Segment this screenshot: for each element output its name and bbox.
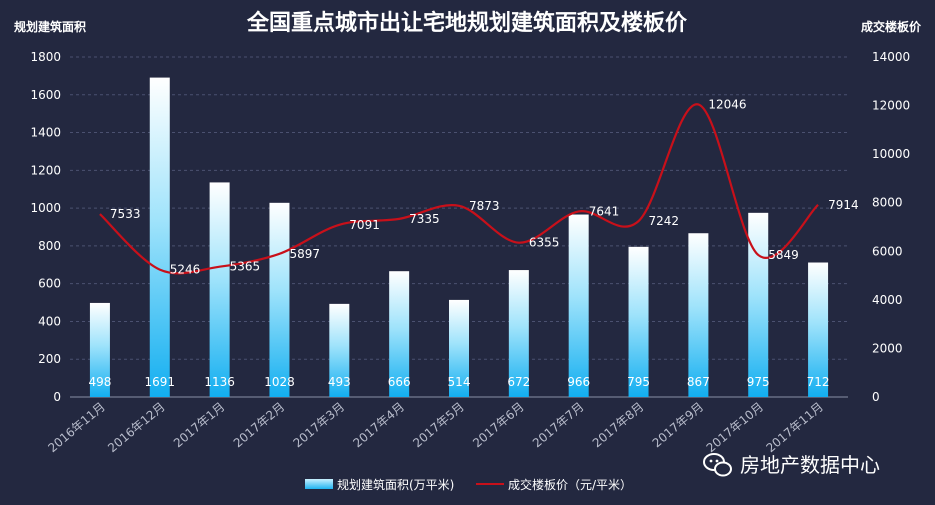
watermark-text: 房地产数据中心 — [740, 453, 880, 477]
x-tick-label: 2016年12月 — [105, 400, 167, 456]
bar-value-label: 666 — [388, 375, 411, 389]
left-axis-ticks: 0 200 400 600 800 1000 1200 1400 1600 1800 — [30, 50, 61, 404]
line-value-label: 7533 — [110, 207, 141, 221]
bar-value-label: 966 — [567, 375, 590, 389]
line-value-label: 5365 — [230, 260, 261, 274]
line-value-label: 7641 — [589, 204, 620, 218]
x-tick-label: 2017年4月 — [350, 400, 407, 451]
line-series — [99, 103, 819, 275]
line-value-label: 12046 — [708, 97, 746, 111]
chart-title: 全国重点城市出让宅地规划建筑面积及楼板价 — [246, 10, 688, 36]
bar — [89, 302, 110, 397]
line-value-label: 7091 — [349, 218, 380, 232]
x-tick-label: 2017年3月 — [291, 400, 348, 451]
bar-value-label: 493 — [328, 375, 351, 389]
wechat-icon — [703, 453, 732, 477]
x-tick-label: 2017年1月 — [171, 400, 228, 451]
line-value-label: 5246 — [170, 263, 201, 277]
bar — [568, 214, 589, 397]
left-tick-label: 200 — [38, 352, 61, 366]
left-tick-label: 1600 — [30, 88, 61, 102]
x-tick-label: 2017年11月 — [764, 400, 826, 456]
left-tick-label: 1000 — [30, 201, 61, 215]
line-value-label: 5849 — [768, 248, 799, 262]
bar — [209, 182, 230, 397]
price-line — [99, 103, 819, 275]
x-tick-label: 2017年8月 — [590, 400, 647, 451]
bar — [329, 303, 350, 397]
bar-series — [89, 77, 829, 397]
line-value-label: 5897 — [289, 247, 320, 261]
bar-value-labels: 498 1691 1136 1028 493 666 514 672 966 795 867 975 7… — [88, 375, 829, 389]
left-axis-label: 规划建筑面积 — [14, 19, 86, 34]
bar — [748, 212, 769, 397]
right-axis-label: 成交楼板价 — [861, 19, 922, 34]
bar-value-label: 1136 — [204, 375, 235, 389]
legend-bar-label: 规划建筑面积(万平米) — [337, 477, 454, 492]
bar-value-label: 1691 — [144, 375, 175, 389]
bar-value-label: 514 — [448, 375, 471, 389]
bar — [628, 246, 649, 397]
left-tick-label: 0 — [53, 390, 61, 404]
line-value-label: 7914 — [828, 198, 859, 212]
gridlines — [70, 56, 848, 398]
left-tick-label: 1800 — [30, 50, 61, 64]
x-tick-label: 2017年10月 — [704, 400, 766, 456]
bar — [508, 270, 529, 397]
line-value-label: 6355 — [529, 236, 560, 250]
x-tick-label: 2016年11月 — [45, 400, 107, 456]
right-tick-label: 8000 — [872, 196, 903, 210]
right-tick-label: 2000 — [872, 341, 903, 355]
bar-value-label: 498 — [88, 375, 111, 389]
legend: 规划建筑面积(万平米) 成交楼板价（元/平米） — [305, 477, 632, 492]
bar-value-label: 712 — [807, 375, 830, 389]
left-tick-label: 600 — [38, 277, 61, 291]
right-tick-label: 0 — [872, 390, 880, 404]
bar-value-label: 672 — [507, 375, 530, 389]
right-axis-ticks: 0 2000 4000 6000 8000 10000 12000 14000 — [872, 50, 910, 404]
legend-bar-swatch — [305, 479, 333, 489]
bar — [269, 202, 290, 397]
x-tick-label: 2017年6月 — [470, 400, 527, 451]
right-tick-label: 14000 — [872, 50, 910, 64]
right-tick-label: 6000 — [872, 244, 903, 258]
line-value-label: 7242 — [649, 214, 680, 228]
bar-value-label: 1028 — [264, 375, 295, 389]
bar — [449, 299, 469, 397]
legend-line-label: 成交楼板价（元/平米） — [508, 477, 632, 492]
line-value-label: 7873 — [469, 199, 500, 213]
right-tick-label: 4000 — [872, 293, 903, 307]
bar — [149, 77, 170, 397]
bar-value-label: 867 — [687, 375, 710, 389]
bar-value-label: 975 — [747, 375, 770, 389]
x-tick-label: 2017年5月 — [410, 400, 467, 451]
x-tick-label: 2017年2月 — [231, 400, 288, 451]
x-tick-label: 2017年7月 — [530, 400, 587, 451]
x-tick-label: 2017年9月 — [650, 400, 707, 451]
left-tick-label: 800 — [38, 239, 61, 253]
bar — [389, 271, 410, 397]
line-value-labels: 7533 5246 5365 5897 7091 7335 7873 6355 7641 7242… — [110, 97, 859, 276]
left-tick-label: 1400 — [30, 126, 61, 140]
bar-value-label: 795 — [627, 375, 650, 389]
line-value-label: 7335 — [409, 212, 440, 226]
watermark: 房地产数据中心 — [703, 453, 880, 477]
right-tick-label: 12000 — [872, 99, 910, 113]
left-tick-label: 1200 — [30, 163, 61, 177]
bar — [808, 262, 829, 397]
right-tick-label: 10000 — [872, 147, 910, 161]
left-tick-label: 400 — [38, 314, 61, 328]
bar — [688, 233, 709, 397]
